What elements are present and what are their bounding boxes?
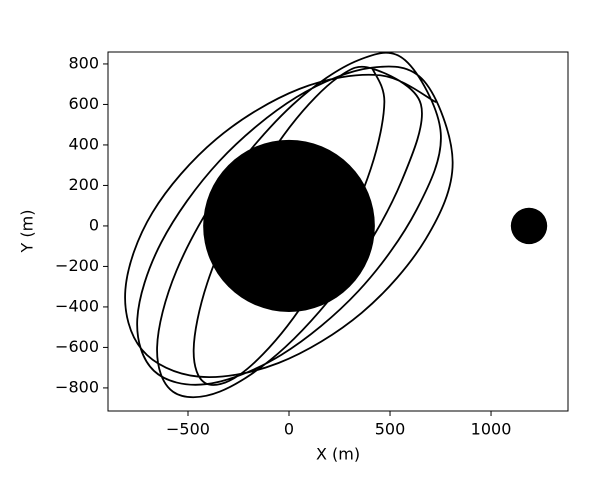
y-tick-label: 0	[89, 215, 99, 234]
x-tick-label: −500	[166, 420, 210, 439]
y-tick-label: −600	[55, 337, 99, 356]
y-tick-label: 400	[68, 134, 99, 153]
plot-frame	[107, 51, 569, 412]
x-tick-label: 1000	[471, 420, 512, 439]
orbit-line	[124, 52, 454, 399]
y-tick-label: −400	[55, 296, 99, 315]
x-tick-label: 0	[284, 420, 294, 439]
x-axis-label: X (m)	[316, 445, 360, 464]
body	[203, 139, 375, 312]
y-tick-label: −200	[55, 256, 99, 275]
y-tick-label: 200	[68, 175, 99, 194]
body	[510, 207, 548, 245]
y-axis-label: Y (m)	[18, 210, 37, 254]
y-tick-label: 800	[68, 53, 99, 72]
y-tick-label: −800	[55, 377, 99, 396]
y-tick-label: 600	[68, 94, 99, 113]
x-tick-label: 500	[375, 420, 406, 439]
